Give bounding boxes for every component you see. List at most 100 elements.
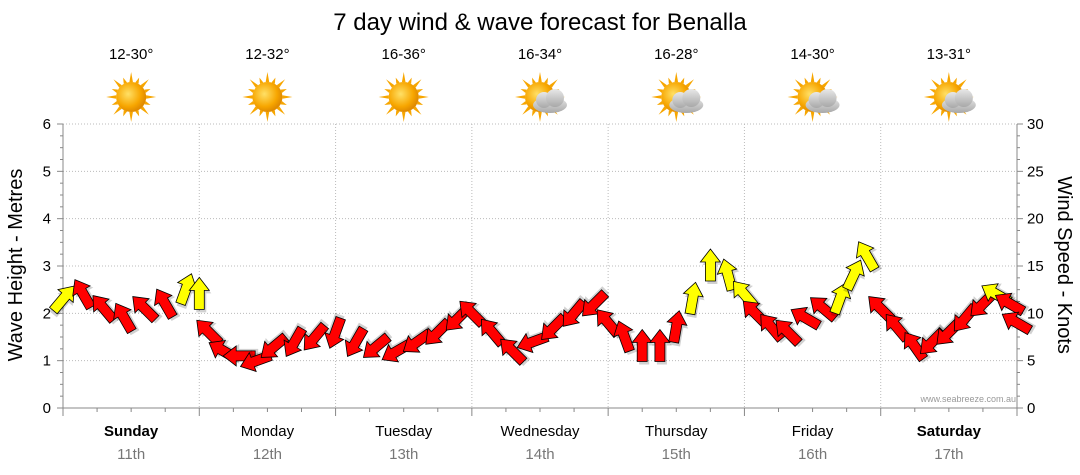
wind-arrow-body: [809, 297, 839, 323]
temperature-label: 16-28°: [654, 46, 698, 63]
sun-icon: [106, 72, 157, 122]
wind-arrow: [994, 292, 1030, 317]
sun-ray: [685, 79, 694, 88]
sun-ray: [113, 106, 122, 115]
sun-ray: [249, 79, 259, 88]
wind-arrow-body: [113, 302, 137, 335]
sun-ray: [532, 110, 536, 117]
sun-disc: [388, 82, 419, 112]
sun-ray: [407, 110, 412, 117]
wind-arrow: [775, 319, 806, 348]
wind-arrow-body: [324, 315, 346, 349]
temperature-label: 12-32°: [245, 46, 289, 63]
sun-ray: [418, 95, 429, 99]
sun-ray: [413, 79, 422, 88]
y-right-tick-label: 30: [1027, 116, 1044, 133]
day-date-label: 12th: [253, 446, 282, 463]
sun-ray: [249, 106, 259, 115]
y-left-tick-label: 1: [43, 353, 51, 370]
sun-ray: [271, 77, 276, 84]
sun-ray: [538, 72, 542, 83]
cloud-part: [818, 89, 837, 107]
sun-ray: [931, 79, 940, 88]
wind-arrow: [613, 320, 638, 355]
temperature-label: 16-34°: [518, 46, 562, 63]
sun-ray: [144, 89, 151, 93]
sun-ray: [259, 110, 264, 117]
wind-arrow: [790, 306, 825, 331]
wind-arrow: [829, 282, 852, 319]
wind-arrow: [649, 328, 672, 365]
sun-ray: [794, 106, 804, 115]
sun-disc: [116, 82, 147, 112]
day-labels: Sunday 11th Monday 12th Tuesday 13th Wednesday…: [104, 423, 982, 463]
sun-ray: [651, 95, 662, 99]
sun-ray: [821, 79, 831, 88]
day-name-label: Thursday: [645, 423, 708, 440]
temperature-label: 12-30°: [109, 46, 153, 63]
wind-arrow: [631, 328, 655, 365]
wind-arrow: [72, 279, 99, 312]
cloud-shape: [805, 89, 840, 113]
wind-arrow: [500, 338, 531, 367]
sun-ray: [793, 89, 800, 93]
y-left-tick-label: 3: [43, 258, 51, 275]
sun-ray: [658, 79, 667, 88]
wind-arrow: [666, 310, 689, 347]
wind-arrow-body: [855, 241, 880, 273]
y-axis-left-title: Wave Height - Metres: [5, 169, 27, 362]
cloud-part: [954, 89, 973, 107]
sun-ray: [810, 111, 815, 122]
sun-ray: [793, 101, 800, 105]
sun-ray: [804, 110, 809, 117]
sun-ray: [680, 77, 685, 84]
sun-ray: [111, 89, 119, 93]
sun-ray: [538, 111, 542, 122]
y-left-tick-label: 0: [43, 400, 51, 417]
sun-ray: [947, 72, 951, 83]
wind-arrow-body: [1001, 311, 1034, 336]
sun-ray: [265, 72, 270, 83]
day-date-label: 15th: [662, 446, 691, 463]
sun-ray: [111, 101, 119, 105]
wind-arrow-body: [775, 319, 803, 348]
grid: [63, 123, 1017, 408]
sun-ray: [940, 110, 945, 117]
sun-ray: [952, 77, 957, 84]
day-name-label: Monday: [241, 423, 295, 440]
sun-ray: [123, 77, 128, 84]
day-date-label: 13th: [389, 446, 418, 463]
sun-ray: [413, 106, 422, 115]
wind-arrow: [48, 285, 75, 318]
sun-ray: [282, 95, 293, 99]
sun-ray: [532, 77, 536, 84]
wind-arrow-body: [716, 258, 738, 292]
partly-cloudy-icon: [787, 72, 840, 122]
sun-ray: [407, 77, 412, 84]
wind-arrow: [562, 295, 589, 327]
cloud-shape: [669, 89, 704, 113]
sun-ray: [106, 95, 117, 99]
day-name-label: Wednesday: [501, 423, 580, 440]
cloud-part: [682, 89, 701, 107]
sun-ray: [384, 89, 391, 93]
y-right-tick-label: 0: [1027, 400, 1035, 417]
wind-arrow-body: [48, 285, 75, 315]
sun-ray: [522, 79, 531, 88]
wind-arrow: [323, 312, 346, 349]
sun-ray: [378, 95, 389, 99]
sun-ray: [280, 101, 287, 105]
cloud-shape: [941, 89, 976, 113]
cloud-part: [546, 89, 564, 107]
wind-arrow: [362, 329, 393, 358]
site-credit: www.seabreeze.com.au: [919, 394, 1016, 404]
wind-arrow: [682, 281, 705, 319]
day-name-label: Tuesday: [375, 423, 432, 440]
sun-ray: [280, 89, 287, 93]
sun-ray: [271, 110, 276, 117]
sun-ray: [146, 95, 157, 99]
wind-arrow: [699, 248, 723, 284]
sun-ray: [386, 79, 395, 88]
sun-ray: [947, 111, 951, 122]
sun-ray: [515, 95, 526, 99]
